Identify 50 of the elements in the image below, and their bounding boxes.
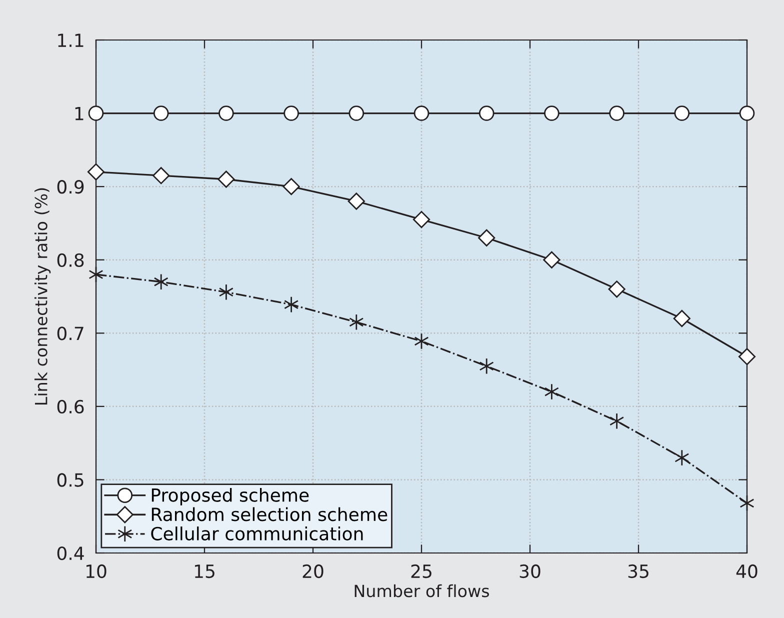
point: [674, 106, 690, 121]
point: [218, 284, 234, 300]
x-axis-title: Number of flows: [354, 584, 489, 598]
y-tick-label: 0.6: [57, 400, 84, 414]
point: [673, 310, 690, 328]
x-tick-label: 20: [302, 564, 324, 578]
point: [544, 383, 560, 400]
point: [152, 167, 170, 184]
x-tick-label: 30: [520, 564, 540, 578]
point: [87, 163, 105, 180]
point: [609, 412, 624, 430]
point: [412, 211, 430, 228]
y-tick-label: 0.8: [57, 253, 84, 267]
point: [739, 106, 755, 121]
y-tick-label: 0.5: [57, 473, 84, 487]
legend-label: Cellular communication: [151, 526, 363, 540]
y-tick-label: 1.1: [58, 34, 84, 47]
point: [414, 106, 430, 121]
point: [348, 106, 364, 121]
point: [154, 274, 168, 290]
x-tick-label: 35: [628, 564, 648, 578]
point: [218, 106, 234, 121]
point: [153, 106, 169, 121]
x-tick-label: 25: [411, 564, 432, 578]
y-axis-title: Link connectivity ratio (%): [34, 188, 51, 404]
y-tick-label: 1: [75, 106, 84, 120]
legend-label: Proposed scheme: [152, 488, 309, 506]
legend-label: Random selection scheme: [152, 507, 388, 522]
point: [88, 106, 104, 121]
point: [218, 170, 235, 188]
point: [348, 192, 365, 210]
point: [478, 106, 494, 121]
y-tick-label: 0.7: [57, 326, 84, 340]
x-tick-label: 15: [194, 564, 214, 578]
point: [738, 348, 756, 366]
point: [349, 314, 364, 330]
x-tick-label: 10: [86, 564, 106, 578]
point: [479, 358, 494, 374]
point: [284, 296, 299, 313]
point: [608, 280, 626, 298]
y-tick-label: 0.4: [57, 546, 84, 560]
point: [284, 106, 299, 121]
point: [609, 106, 624, 121]
point: [544, 106, 560, 121]
y-tick-label: 0.9: [57, 180, 84, 194]
point: [543, 251, 560, 268]
point: [282, 178, 300, 196]
x-tick-label: 40: [736, 564, 758, 578]
point: [478, 229, 496, 246]
point: [674, 449, 690, 466]
